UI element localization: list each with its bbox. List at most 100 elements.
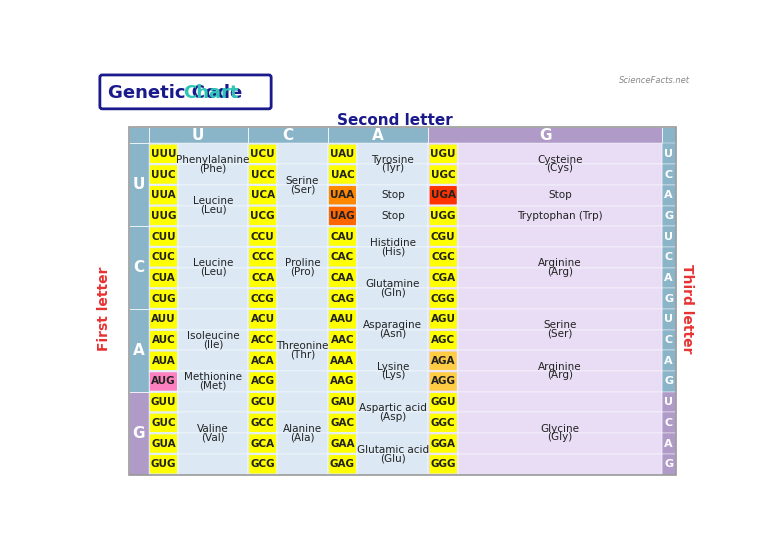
Text: (Lys): (Lys) bbox=[381, 370, 405, 381]
Bar bbox=[178, 392, 248, 413]
FancyBboxPatch shape bbox=[150, 227, 177, 246]
Bar bbox=[128, 226, 149, 309]
Text: CUC: CUC bbox=[151, 252, 175, 262]
FancyBboxPatch shape bbox=[329, 269, 356, 287]
Bar bbox=[328, 309, 357, 330]
Bar bbox=[248, 226, 277, 247]
Text: Isoleucine: Isoleucine bbox=[187, 331, 240, 341]
Bar bbox=[328, 288, 357, 309]
Text: CCA: CCA bbox=[251, 273, 274, 283]
Bar bbox=[149, 433, 178, 454]
Text: First letter: First letter bbox=[97, 267, 111, 351]
Bar bbox=[248, 392, 277, 413]
Bar bbox=[248, 247, 277, 268]
Text: GAC: GAC bbox=[330, 418, 355, 428]
Bar bbox=[248, 268, 277, 288]
Bar bbox=[662, 185, 676, 206]
Text: A: A bbox=[664, 356, 673, 366]
Text: GGU: GGU bbox=[430, 397, 456, 407]
Text: Glycine: Glycine bbox=[541, 424, 579, 434]
Bar bbox=[277, 392, 328, 413]
Bar bbox=[328, 185, 357, 206]
Bar bbox=[277, 330, 328, 351]
FancyBboxPatch shape bbox=[249, 165, 276, 184]
Text: CAA: CAA bbox=[331, 273, 354, 283]
Bar bbox=[458, 268, 662, 288]
Text: (Pro): (Pro) bbox=[290, 267, 315, 277]
Bar bbox=[662, 226, 676, 247]
FancyBboxPatch shape bbox=[150, 145, 177, 163]
FancyBboxPatch shape bbox=[150, 248, 177, 266]
Bar bbox=[662, 247, 676, 268]
FancyBboxPatch shape bbox=[329, 331, 356, 349]
Bar bbox=[328, 392, 357, 413]
Bar bbox=[149, 143, 178, 164]
Bar bbox=[357, 206, 429, 226]
Text: UGC: UGC bbox=[431, 170, 455, 179]
Bar bbox=[149, 413, 178, 433]
Bar bbox=[277, 268, 328, 288]
Text: Stop: Stop bbox=[381, 190, 405, 200]
Text: UGA: UGA bbox=[431, 190, 455, 200]
Text: U: U bbox=[664, 314, 674, 325]
Bar bbox=[429, 413, 458, 433]
Text: (Ile): (Ile) bbox=[203, 339, 223, 350]
Text: A: A bbox=[664, 273, 673, 283]
Text: UCU: UCU bbox=[250, 149, 275, 159]
FancyBboxPatch shape bbox=[429, 455, 457, 474]
Bar bbox=[149, 351, 178, 371]
FancyBboxPatch shape bbox=[429, 290, 457, 308]
Bar bbox=[429, 164, 458, 185]
Text: AAA: AAA bbox=[330, 356, 355, 366]
Text: (Met): (Met) bbox=[200, 381, 227, 391]
Text: U: U bbox=[192, 127, 204, 142]
Bar bbox=[458, 392, 662, 413]
Bar bbox=[357, 330, 429, 351]
Text: Stop: Stop bbox=[548, 190, 571, 200]
Bar bbox=[328, 413, 357, 433]
FancyBboxPatch shape bbox=[249, 248, 276, 266]
Text: AGG: AGG bbox=[431, 377, 455, 387]
Bar bbox=[429, 268, 458, 288]
Text: (Gly): (Gly) bbox=[548, 433, 572, 443]
Bar bbox=[328, 247, 357, 268]
Text: GAA: GAA bbox=[330, 439, 355, 449]
Bar bbox=[277, 351, 328, 371]
Text: CCU: CCU bbox=[250, 232, 274, 242]
Bar bbox=[248, 143, 277, 164]
FancyBboxPatch shape bbox=[429, 165, 457, 184]
Text: GGA: GGA bbox=[431, 439, 455, 449]
Text: (Ala): (Ala) bbox=[290, 433, 315, 443]
Text: ACG: ACG bbox=[250, 377, 275, 387]
Bar bbox=[149, 309, 178, 330]
Bar bbox=[128, 126, 149, 143]
Text: CGG: CGG bbox=[431, 294, 455, 304]
FancyBboxPatch shape bbox=[329, 145, 356, 163]
Bar bbox=[128, 309, 149, 392]
Bar bbox=[328, 454, 357, 475]
Bar bbox=[357, 164, 429, 185]
Text: CAG: CAG bbox=[330, 294, 355, 304]
Text: Methionine: Methionine bbox=[184, 372, 242, 382]
Text: (Leu): (Leu) bbox=[200, 205, 227, 215]
Bar bbox=[662, 126, 676, 143]
Text: Leucine: Leucine bbox=[193, 196, 233, 206]
Text: GAU: GAU bbox=[330, 397, 355, 407]
Text: AAC: AAC bbox=[331, 335, 354, 345]
Bar bbox=[357, 433, 429, 454]
Bar bbox=[149, 288, 178, 309]
Bar bbox=[357, 288, 429, 309]
FancyBboxPatch shape bbox=[150, 372, 177, 391]
Bar bbox=[328, 143, 357, 164]
Bar bbox=[328, 330, 357, 351]
Bar bbox=[248, 164, 277, 185]
Text: CUA: CUA bbox=[151, 273, 175, 283]
Text: UAU: UAU bbox=[330, 149, 355, 159]
Bar bbox=[328, 433, 357, 454]
Bar bbox=[149, 126, 248, 143]
Text: (Arg): (Arg) bbox=[547, 370, 573, 381]
Bar bbox=[178, 351, 248, 371]
Text: G: G bbox=[664, 377, 674, 387]
Text: C: C bbox=[664, 418, 673, 428]
Bar bbox=[178, 226, 248, 247]
